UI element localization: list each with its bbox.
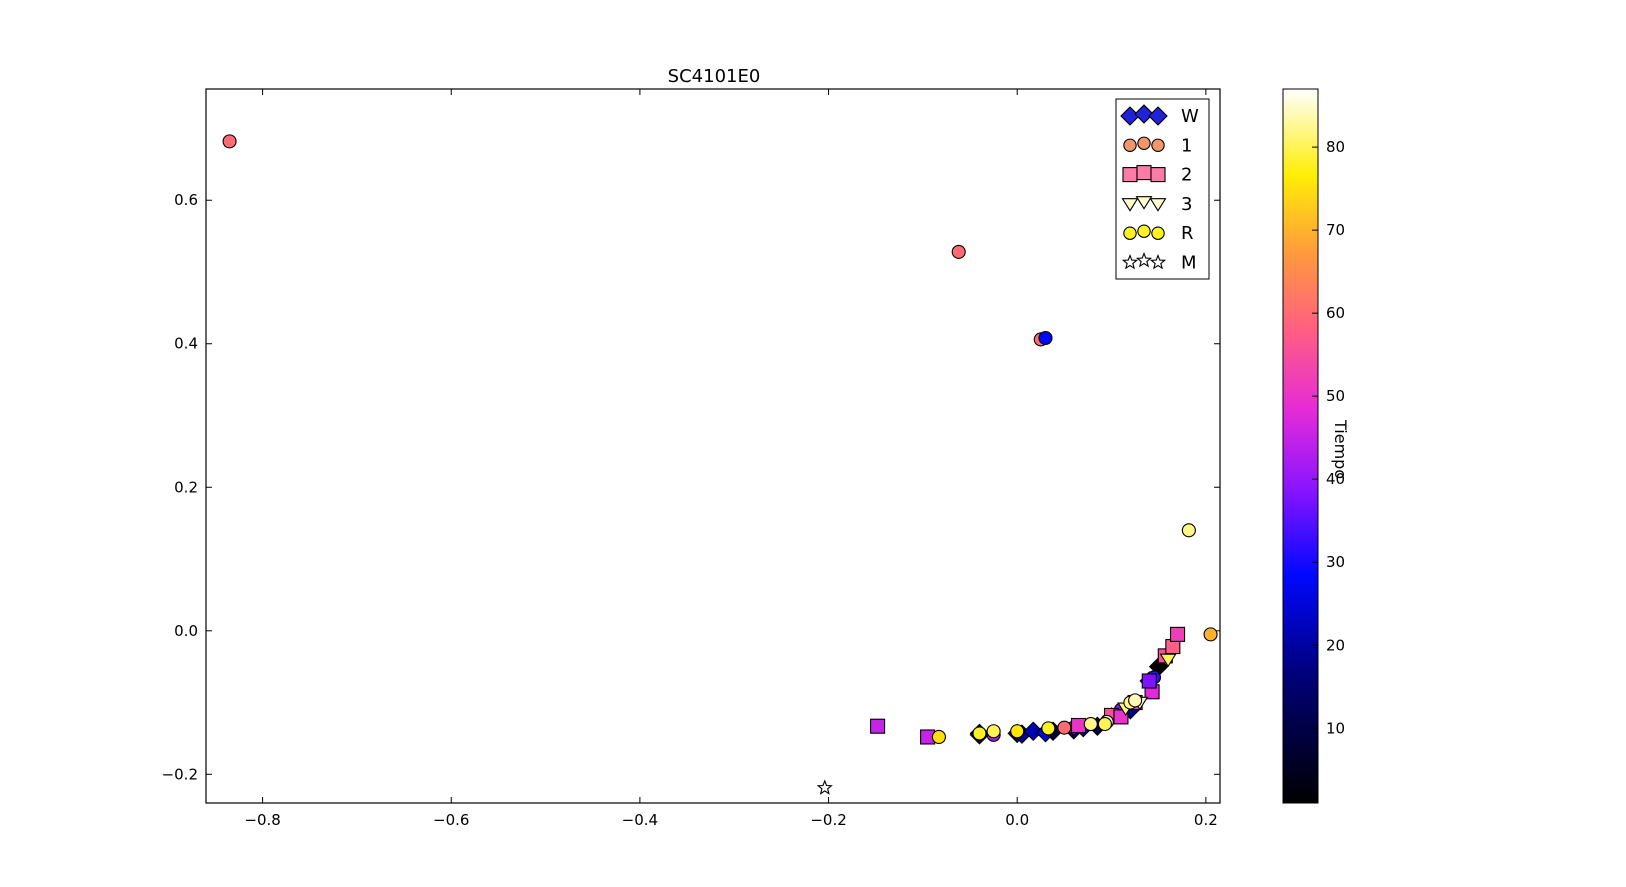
y-tick-label: −0.2 xyxy=(162,765,198,783)
colorbar-tick-label: 60 xyxy=(1326,304,1345,322)
colorbar-label: Tiempo xyxy=(1331,419,1350,479)
data-point xyxy=(1070,717,1087,734)
legend-entry: 2 xyxy=(1122,165,1192,186)
legend-marker xyxy=(1150,167,1166,183)
legend-entry: 3 xyxy=(1121,194,1192,215)
legend-marker xyxy=(1149,253,1167,270)
x-tick-label: 0.2 xyxy=(1194,811,1218,829)
data-point xyxy=(931,729,946,745)
data-point xyxy=(1057,720,1072,735)
data-point xyxy=(1041,721,1056,736)
data-point xyxy=(1141,673,1157,689)
data-point xyxy=(1038,330,1053,346)
data-point xyxy=(1159,653,1177,668)
legend-label: W xyxy=(1181,106,1199,127)
series-2 xyxy=(870,626,1186,745)
data-point xyxy=(951,244,966,259)
data-point xyxy=(1128,693,1143,708)
data-point xyxy=(986,724,1001,739)
data-point xyxy=(1097,717,1112,732)
colorbar-tick-label: 50 xyxy=(1326,387,1345,405)
x-tick-label: −0.4 xyxy=(622,811,658,829)
legend-marker xyxy=(1151,138,1165,153)
legend-label: 2 xyxy=(1181,165,1192,186)
colorbar xyxy=(1282,88,1319,804)
legend-marker xyxy=(1151,226,1165,240)
chart-title: SC4101E0 xyxy=(668,66,761,87)
legend-label: R xyxy=(1181,223,1194,244)
plot-frame xyxy=(205,88,1221,804)
legend-marker xyxy=(1137,136,1151,151)
data-point xyxy=(1170,626,1186,642)
data-point xyxy=(870,718,886,734)
y-tick-label: 0.0 xyxy=(174,622,198,640)
colorbar-tick-label: 10 xyxy=(1326,719,1345,737)
x-tick-label: −0.2 xyxy=(810,811,846,829)
y-tick-label: 0.2 xyxy=(174,478,198,496)
data-point xyxy=(1083,717,1098,732)
legend-marker xyxy=(1135,251,1153,268)
legend-marker xyxy=(1135,196,1153,210)
data-point xyxy=(1181,523,1196,538)
series-M xyxy=(816,779,833,795)
legend-entry: R xyxy=(1123,223,1194,244)
legend-marker xyxy=(1123,226,1137,240)
legend-box xyxy=(1115,98,1210,280)
series-R xyxy=(931,523,1196,745)
data-point xyxy=(1023,721,1044,742)
data-point xyxy=(1203,627,1218,642)
data-point xyxy=(1010,724,1025,739)
legend-marker xyxy=(1148,106,1168,126)
legend-marker xyxy=(1136,165,1152,181)
legend-marker xyxy=(1149,198,1167,212)
legend-marker xyxy=(1137,224,1151,238)
legend-entry: W xyxy=(1120,104,1199,127)
legend-entry: 1 xyxy=(1123,135,1192,156)
data-point xyxy=(816,779,833,795)
legend-marker xyxy=(1121,198,1139,212)
legend-marker xyxy=(1121,253,1139,270)
legend-marker xyxy=(1123,138,1137,153)
legend-label: M xyxy=(1181,253,1197,274)
x-tick-label: 0.0 xyxy=(1005,811,1029,829)
colorbar-tick-label: 20 xyxy=(1326,636,1345,654)
legend-entry: M xyxy=(1121,251,1197,274)
colorbar-tick-label: 70 xyxy=(1326,221,1345,239)
data-point xyxy=(222,134,237,149)
legend-label: 3 xyxy=(1181,194,1192,215)
colorbar-tick-label: 30 xyxy=(1326,553,1345,571)
colorbar-tick-label: 80 xyxy=(1326,138,1345,156)
colorbar-tick-label: 40 xyxy=(1326,470,1345,488)
x-tick-label: −0.6 xyxy=(433,811,469,829)
legend-marker xyxy=(1122,167,1138,183)
legend-label: 1 xyxy=(1181,135,1192,156)
data-point xyxy=(972,726,987,741)
y-tick-label: 0.6 xyxy=(174,191,198,209)
legend-marker xyxy=(1134,104,1154,124)
y-tick-label: 0.4 xyxy=(174,335,198,353)
x-tick-label: −0.8 xyxy=(244,811,280,829)
